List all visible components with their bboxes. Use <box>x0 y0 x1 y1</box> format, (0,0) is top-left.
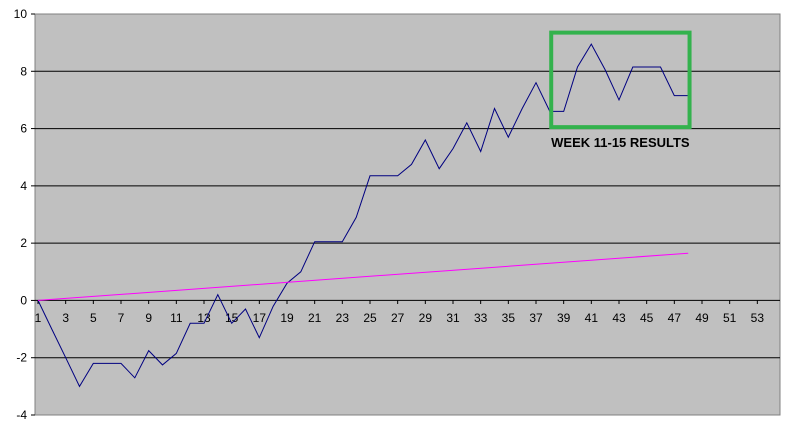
x-tick-label: 23 <box>336 311 350 325</box>
annotation-box <box>549 30 692 130</box>
y-tick-label: -2 <box>16 351 27 365</box>
x-tick-label: 33 <box>474 311 488 325</box>
series-line-2 <box>37 252 689 301</box>
x-tick-label: 45 <box>640 311 654 325</box>
x-tick-label: 51 <box>723 311 737 325</box>
y-tick-label: 4 <box>20 179 27 193</box>
x-tick-label: 1 <box>35 311 42 325</box>
gridlines <box>35 70 780 359</box>
x-tick-label: 31 <box>446 311 460 325</box>
x-tick-label: 29 <box>419 311 433 325</box>
x-tick-label: 21 <box>308 311 322 325</box>
x-tick-label: 53 <box>751 311 765 325</box>
x-tick-label: 37 <box>529 311 543 325</box>
x-tick-label: 9 <box>145 311 152 325</box>
annotations: WEEK 11-15 RESULTS <box>549 30 692 150</box>
x-tick-label: 39 <box>557 311 571 325</box>
annotation-label: WEEK 11-15 RESULTS <box>551 135 690 150</box>
x-tick-label: 7 <box>118 311 125 325</box>
x-tick-label: 47 <box>668 311 682 325</box>
x-tick-label: 49 <box>695 311 709 325</box>
x-axis-tick-labels: 1 3 5 7 9 11 13 15 17 19 21 23 25 27 29 31 33 35 37 39 41 43 4… <box>35 300 765 325</box>
x-tick-label: 25 <box>363 311 377 325</box>
series-line-1 <box>37 43 689 388</box>
y-tick-label: 2 <box>20 236 27 250</box>
x-tick-label: 35 <box>502 311 516 325</box>
x-tick-label: 41 <box>585 311 599 325</box>
y-axis-tick-labels: -4 -2 0 2 4 6 8 10 <box>14 7 35 422</box>
x-tick-label: 19 <box>280 311 294 325</box>
y-tick-label: 6 <box>20 122 27 136</box>
x-tick-label: 5 <box>90 311 97 325</box>
plot-area <box>34 13 781 416</box>
y-tick-label: 8 <box>20 64 27 78</box>
series-lines <box>37 43 689 388</box>
y-tick-label: 10 <box>14 7 28 21</box>
y-tick-label: -4 <box>16 408 27 422</box>
x-tick-label: 17 <box>253 311 267 325</box>
y-tick-label: 0 <box>20 293 27 307</box>
x-tick-label: 43 <box>612 311 626 325</box>
x-tick-label: 3 <box>62 311 69 325</box>
x-tick-label: 11 <box>170 311 183 325</box>
x-tick-label: 15 <box>225 311 239 325</box>
x-tick-label: 13 <box>197 311 211 325</box>
x-tick-label: 27 <box>391 311 405 325</box>
